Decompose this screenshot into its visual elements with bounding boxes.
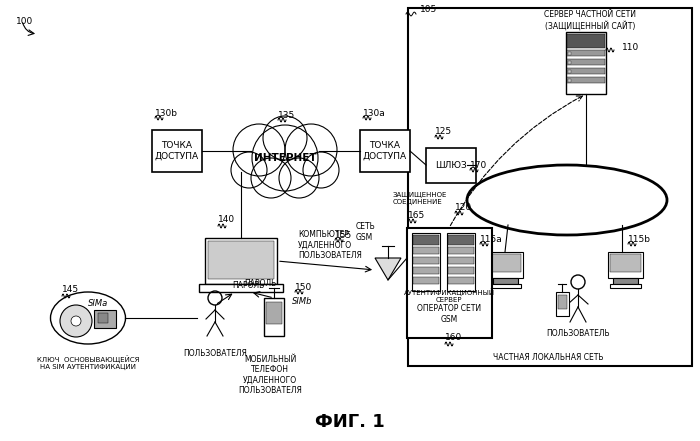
Text: ПОЛЬЗОВАТЕЛЬ: ПОЛЬЗОВАТЕЛЬ	[546, 329, 610, 339]
Text: МОБИЛЬНЫЙ
ТЕЛЕФОН
УДАЛЕННОГО
ПОЛЬЗОВАТЕЛЯ: МОБИЛЬНЫЙ ТЕЛЕФОН УДАЛЕННОГО ПОЛЬЗОВАТЕЛ…	[238, 355, 302, 395]
Bar	[567, 68, 605, 74]
Bar	[613, 278, 638, 284]
Text: 160: 160	[445, 333, 462, 343]
Bar	[408, 8, 692, 366]
Text: СЕТЬ
GSM: СЕТЬ GSM	[356, 222, 376, 242]
Text: SIMa: SIMa	[88, 299, 108, 307]
Bar	[360, 130, 410, 172]
Circle shape	[71, 316, 81, 326]
Bar	[413, 277, 439, 284]
Text: 155: 155	[335, 231, 352, 239]
Bar	[568, 61, 571, 64]
Text: 150: 150	[295, 283, 312, 292]
Circle shape	[60, 305, 92, 337]
Text: КЛЮЧ  ОСНОВЫВАЮЩЕЙСЯ
НА SIM АУТЕНТИФИКАЦИИ: КЛЮЧ ОСНОВЫВАЮЩЕЙСЯ НА SIM АУТЕНТИФИКАЦИ…	[36, 355, 139, 370]
Text: ПОЛЬЗОВАТЕЛЯ: ПОЛЬЗОВАТЕЛЯ	[183, 348, 247, 358]
Circle shape	[279, 158, 319, 198]
Bar	[610, 254, 641, 272]
Bar	[205, 238, 277, 284]
Text: ОПЕРАТОР СЕТИ
GSM: ОПЕРАТОР СЕТИ GSM	[417, 304, 481, 324]
Bar	[208, 241, 274, 279]
Bar	[448, 247, 474, 254]
Text: ПАРОЛЬ: ПАРОЛЬ	[244, 279, 276, 288]
Text: 140: 140	[218, 216, 235, 224]
Text: ЧАСТНАЯ ЛОКАЛЬНАЯ СЕТЬ: ЧАСТНАЯ ЛОКАЛЬНАЯ СЕТЬ	[493, 354, 603, 363]
Text: 100: 100	[16, 18, 34, 26]
Text: 130a: 130a	[363, 108, 386, 117]
Bar	[558, 295, 567, 309]
Bar	[94, 310, 116, 328]
Bar	[407, 228, 492, 338]
Circle shape	[257, 130, 313, 186]
Text: ИНТЕРНЕТ: ИНТЕРНЕТ	[253, 153, 316, 163]
Bar	[413, 267, 439, 274]
Bar	[413, 257, 439, 264]
Bar	[556, 292, 569, 316]
Bar	[266, 302, 282, 324]
Bar	[610, 284, 641, 288]
Text: ФИГ. 1: ФИГ. 1	[315, 413, 385, 431]
Bar	[490, 254, 521, 272]
Circle shape	[303, 152, 339, 188]
Bar	[448, 277, 474, 284]
Text: 135: 135	[278, 111, 295, 120]
Text: 125: 125	[435, 127, 452, 137]
Text: 105: 105	[420, 5, 438, 15]
Bar	[413, 235, 439, 245]
Text: ТОЧКА
ДОСТУПА: ТОЧКА ДОСТУПА	[155, 141, 199, 161]
Bar	[568, 52, 571, 55]
Bar	[448, 257, 474, 264]
Text: ПАРОЛЬ: ПАРОЛЬ	[232, 280, 265, 289]
Text: 110: 110	[622, 44, 639, 52]
Text: 115a: 115a	[480, 235, 503, 243]
Bar	[608, 252, 643, 278]
Text: SIMb: SIMb	[292, 296, 312, 306]
Bar	[567, 34, 605, 48]
Text: 130b: 130b	[155, 108, 178, 117]
Bar	[493, 278, 518, 284]
Circle shape	[251, 158, 291, 198]
Text: ЗАЩИЩЕННОЕ
СОЕДИНЕНИЕ: ЗАЩИЩЕННОЕ СОЕДИНЕНИЕ	[393, 191, 447, 205]
Bar	[448, 267, 474, 274]
Bar	[567, 77, 605, 83]
Text: 145: 145	[62, 285, 79, 295]
Bar	[413, 247, 439, 254]
Bar	[426, 148, 476, 183]
Polygon shape	[375, 258, 401, 280]
Text: 170: 170	[470, 161, 487, 169]
Text: 115b: 115b	[628, 235, 651, 243]
Text: ШЛЮЗ: ШЛЮЗ	[435, 161, 467, 169]
Text: 165: 165	[408, 212, 426, 220]
Circle shape	[252, 125, 318, 191]
Circle shape	[263, 116, 307, 160]
Bar	[567, 59, 605, 65]
Bar	[447, 233, 475, 291]
Bar	[412, 233, 440, 291]
Bar	[448, 235, 474, 245]
Circle shape	[233, 124, 285, 176]
Text: ТОЧКА
ДОСТУПА: ТОЧКА ДОСТУПА	[363, 141, 407, 161]
Bar	[566, 32, 606, 94]
Bar	[567, 50, 605, 56]
Text: АУТЕНТИФИКАЦИОННЫЙ
СЕРВЕР: АУТЕНТИФИКАЦИОННЫЙ СЕРВЕР	[403, 288, 495, 303]
Text: СЕРВЕР ЧАСТНОЙ СЕТИ
(ЗАЩИЩЕННЫЙ САЙТ): СЕРВЕР ЧАСТНОЙ СЕТИ (ЗАЩИЩЕННЫЙ САЙТ)	[544, 10, 636, 30]
Text: КОМПЬЮТЕР
УДАЛЕННОГО
ПОЛЬЗОВАТЕЛЯ: КОМПЬЮТЕР УДАЛЕННОГО ПОЛЬЗОВАТЕЛЯ	[298, 230, 362, 260]
Bar	[568, 79, 571, 82]
Bar	[490, 284, 521, 288]
Bar	[199, 284, 283, 292]
Circle shape	[285, 124, 337, 176]
Bar	[98, 313, 108, 323]
Circle shape	[231, 152, 267, 188]
Text: 120: 120	[455, 203, 472, 213]
Bar	[264, 298, 284, 336]
Bar	[568, 70, 571, 73]
Bar	[152, 130, 202, 172]
Bar	[488, 252, 523, 278]
